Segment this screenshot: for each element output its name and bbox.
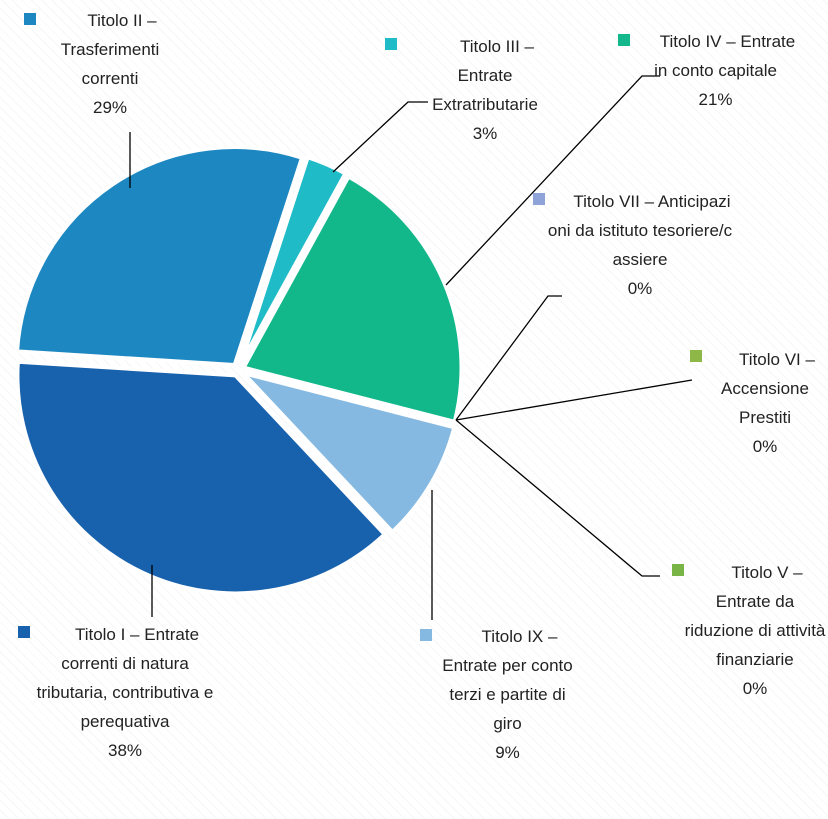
leader-line <box>332 101 428 173</box>
label-name: Titolo VII – Anticipazioni da istituto t… <box>547 192 733 269</box>
data-label: Titolo V – Entrate da riduzione di attiv… <box>680 558 828 703</box>
pie-slice <box>238 154 349 366</box>
data-label: Titolo II – Trasferimenti correnti 29% <box>35 6 185 122</box>
leader-line <box>445 75 660 286</box>
legend-marker <box>24 13 36 25</box>
legend-marker <box>385 38 397 50</box>
label-value: 0% <box>742 679 768 698</box>
legend-marker <box>690 350 702 362</box>
label-value: 3% <box>472 124 498 143</box>
data-label: Titolo III – Entrate Extratributarie 3% <box>410 32 560 148</box>
legend-marker <box>420 629 432 641</box>
data-label: Titolo VII – Anticipazioni da istituto t… <box>545 187 735 303</box>
label-value: 21% <box>698 90 733 109</box>
leader-lines <box>129 75 693 620</box>
label-name: Titolo VI – Accensione Prestiti <box>721 350 815 427</box>
pie-slice <box>15 359 388 596</box>
label-name: Titolo V – Entrate da riduzione di attiv… <box>684 563 826 669</box>
leader-line <box>455 419 660 577</box>
label-value: 29% <box>92 98 128 117</box>
pie-slice <box>240 173 464 425</box>
label-name: Titolo IX – Entrate per conto terzi e pa… <box>442 627 573 733</box>
data-label: Titolo I – Entrate correnti di natura tr… <box>30 620 220 765</box>
data-label: Titolo VI – Accensione Prestiti 0% <box>705 345 825 461</box>
label-name: Titolo I – Entrate correnti di natura tr… <box>36 625 214 731</box>
pie-slice <box>14 145 305 368</box>
data-label: Titolo IV – Entrate in conto capitale 21% <box>628 27 803 114</box>
legend-marker <box>533 193 545 205</box>
leader-line <box>455 295 562 421</box>
label-name: Titolo II – Trasferimenti correnti <box>60 11 160 88</box>
data-label: Titolo IX – Entrate per conto terzi e pa… <box>435 622 580 767</box>
leader-line <box>455 379 693 421</box>
legend-marker <box>618 34 630 46</box>
legend-marker <box>672 564 684 576</box>
label-value: 0% <box>627 279 653 298</box>
label-value: 0% <box>752 437 778 456</box>
label-value: 9% <box>495 743 520 762</box>
legend-marker <box>18 626 30 638</box>
label-name: Titolo III – Entrate Extratributarie <box>432 37 538 114</box>
label-name: Titolo IV – Entrate in conto capitale <box>654 32 796 80</box>
pie-slice <box>236 369 457 535</box>
label-value: 38% <box>107 741 143 760</box>
